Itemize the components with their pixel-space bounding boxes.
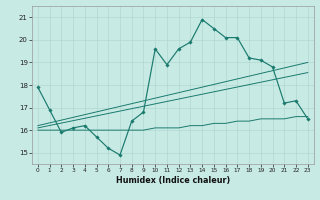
- X-axis label: Humidex (Indice chaleur): Humidex (Indice chaleur): [116, 176, 230, 185]
